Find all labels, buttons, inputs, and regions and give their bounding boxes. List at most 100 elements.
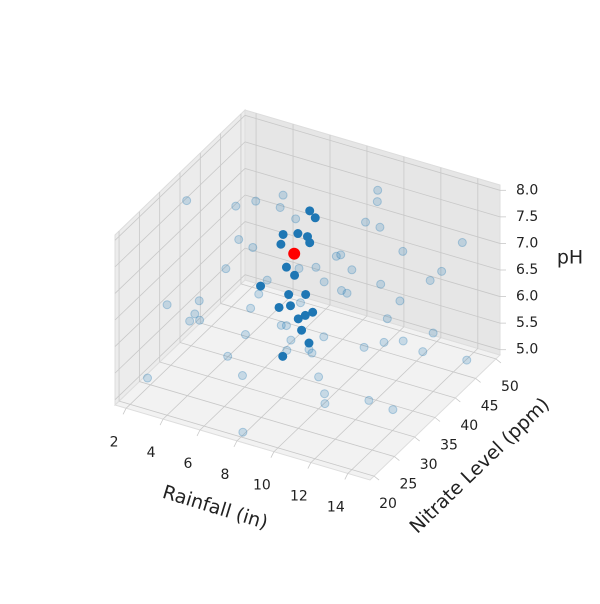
point <box>319 277 329 287</box>
tick-mark <box>495 358 502 364</box>
point <box>437 266 447 276</box>
y-tick-label: 45 <box>481 398 499 414</box>
z-tick-label: 7.0 <box>516 235 538 251</box>
point <box>398 336 408 346</box>
grid-line <box>114 141 246 268</box>
point <box>388 405 398 415</box>
point <box>310 213 320 223</box>
grid-line <box>114 221 246 347</box>
point <box>314 372 324 382</box>
point <box>288 247 301 260</box>
point <box>278 229 288 239</box>
point <box>281 321 291 331</box>
point <box>234 234 244 244</box>
grid-line <box>240 283 497 360</box>
point <box>223 351 233 361</box>
grid-line <box>114 168 246 294</box>
grid-line <box>220 303 476 379</box>
point <box>194 296 204 306</box>
x-tick-label: 14 <box>327 499 345 515</box>
point <box>221 264 231 274</box>
point <box>256 281 266 291</box>
point <box>295 298 305 308</box>
y-tick-label: 40 <box>460 418 478 434</box>
point <box>300 310 310 320</box>
point <box>359 342 369 352</box>
point <box>278 190 288 200</box>
x-tick-label: 12 <box>290 489 308 505</box>
point <box>162 300 172 310</box>
point <box>336 250 346 260</box>
tick-mark <box>344 473 349 480</box>
point <box>246 303 256 313</box>
y-tick-label: 20 <box>379 496 397 512</box>
point <box>286 335 296 345</box>
point <box>305 238 315 248</box>
point <box>182 196 192 206</box>
grid-line <box>159 361 415 438</box>
point <box>297 325 307 335</box>
grid-line <box>114 115 246 241</box>
point <box>301 289 311 299</box>
point <box>282 345 292 355</box>
tick-mark <box>233 440 238 448</box>
point <box>143 373 153 383</box>
grid-line <box>179 342 436 418</box>
grid-line <box>244 168 501 244</box>
point <box>291 214 301 224</box>
y-tick-label: 30 <box>420 457 438 473</box>
point <box>336 286 346 296</box>
point <box>254 289 264 299</box>
tick-mark <box>373 475 380 481</box>
tick-mark <box>159 418 164 426</box>
point <box>248 242 258 252</box>
point <box>293 229 303 239</box>
point <box>185 316 195 326</box>
point <box>190 309 200 319</box>
grid-line <box>244 141 501 218</box>
point <box>331 251 341 261</box>
tick-mark <box>414 436 420 442</box>
point <box>305 206 315 216</box>
point <box>231 201 241 211</box>
z-axis-title: pH <box>557 247 583 269</box>
point <box>320 399 330 409</box>
tick-mark <box>394 456 400 461</box>
point <box>462 355 472 365</box>
point <box>290 270 300 280</box>
point <box>418 347 428 357</box>
point <box>398 246 408 256</box>
grid-line <box>244 247 501 324</box>
point <box>286 301 296 311</box>
grid-line <box>114 194 246 321</box>
grid-line <box>200 322 456 399</box>
point <box>347 265 357 275</box>
point <box>320 389 330 399</box>
y-tick-label: 50 <box>501 379 519 395</box>
tick-mark <box>270 451 275 458</box>
z-tick-label: 6.5 <box>516 262 538 278</box>
y-tick-label: 25 <box>399 477 417 493</box>
point <box>375 222 385 232</box>
point <box>293 314 303 324</box>
x-tick-label: 6 <box>184 456 193 472</box>
tick-mark <box>475 378 481 383</box>
point <box>276 239 286 249</box>
point <box>240 330 250 340</box>
z-tick-label: 6.0 <box>516 289 538 305</box>
point <box>195 315 205 325</box>
point <box>382 314 392 324</box>
point <box>379 337 389 347</box>
point <box>319 332 329 342</box>
point <box>304 338 314 348</box>
point <box>361 217 371 227</box>
y-tick-label: 35 <box>440 438 458 454</box>
grid-line <box>114 274 246 400</box>
grid-line <box>114 247 246 374</box>
z-tick-label: 5.0 <box>516 342 538 358</box>
point <box>251 196 261 206</box>
grid-line <box>244 114 501 191</box>
point <box>373 185 383 195</box>
point <box>294 263 304 273</box>
